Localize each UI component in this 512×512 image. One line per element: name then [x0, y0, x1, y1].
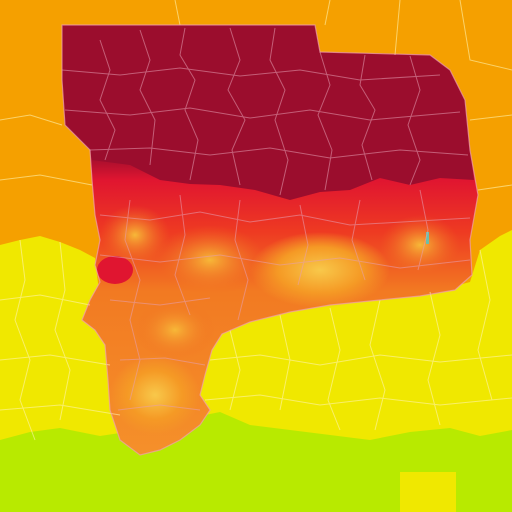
small-yellow-patch	[400, 472, 456, 512]
northern-dark-band	[62, 25, 474, 200]
state-outline	[61, 24, 479, 456]
hotspot-east	[250, 232, 390, 308]
county-borders	[61, 27, 471, 411]
lake-marker	[426, 232, 429, 244]
hotspot-southwest	[135, 300, 215, 360]
outer-borders	[0, 0, 512, 441]
hotspot-northeast	[380, 215, 460, 275]
west-red-patch	[97, 256, 133, 284]
hotspot-center	[155, 225, 265, 295]
hotspot-south	[110, 355, 200, 435]
